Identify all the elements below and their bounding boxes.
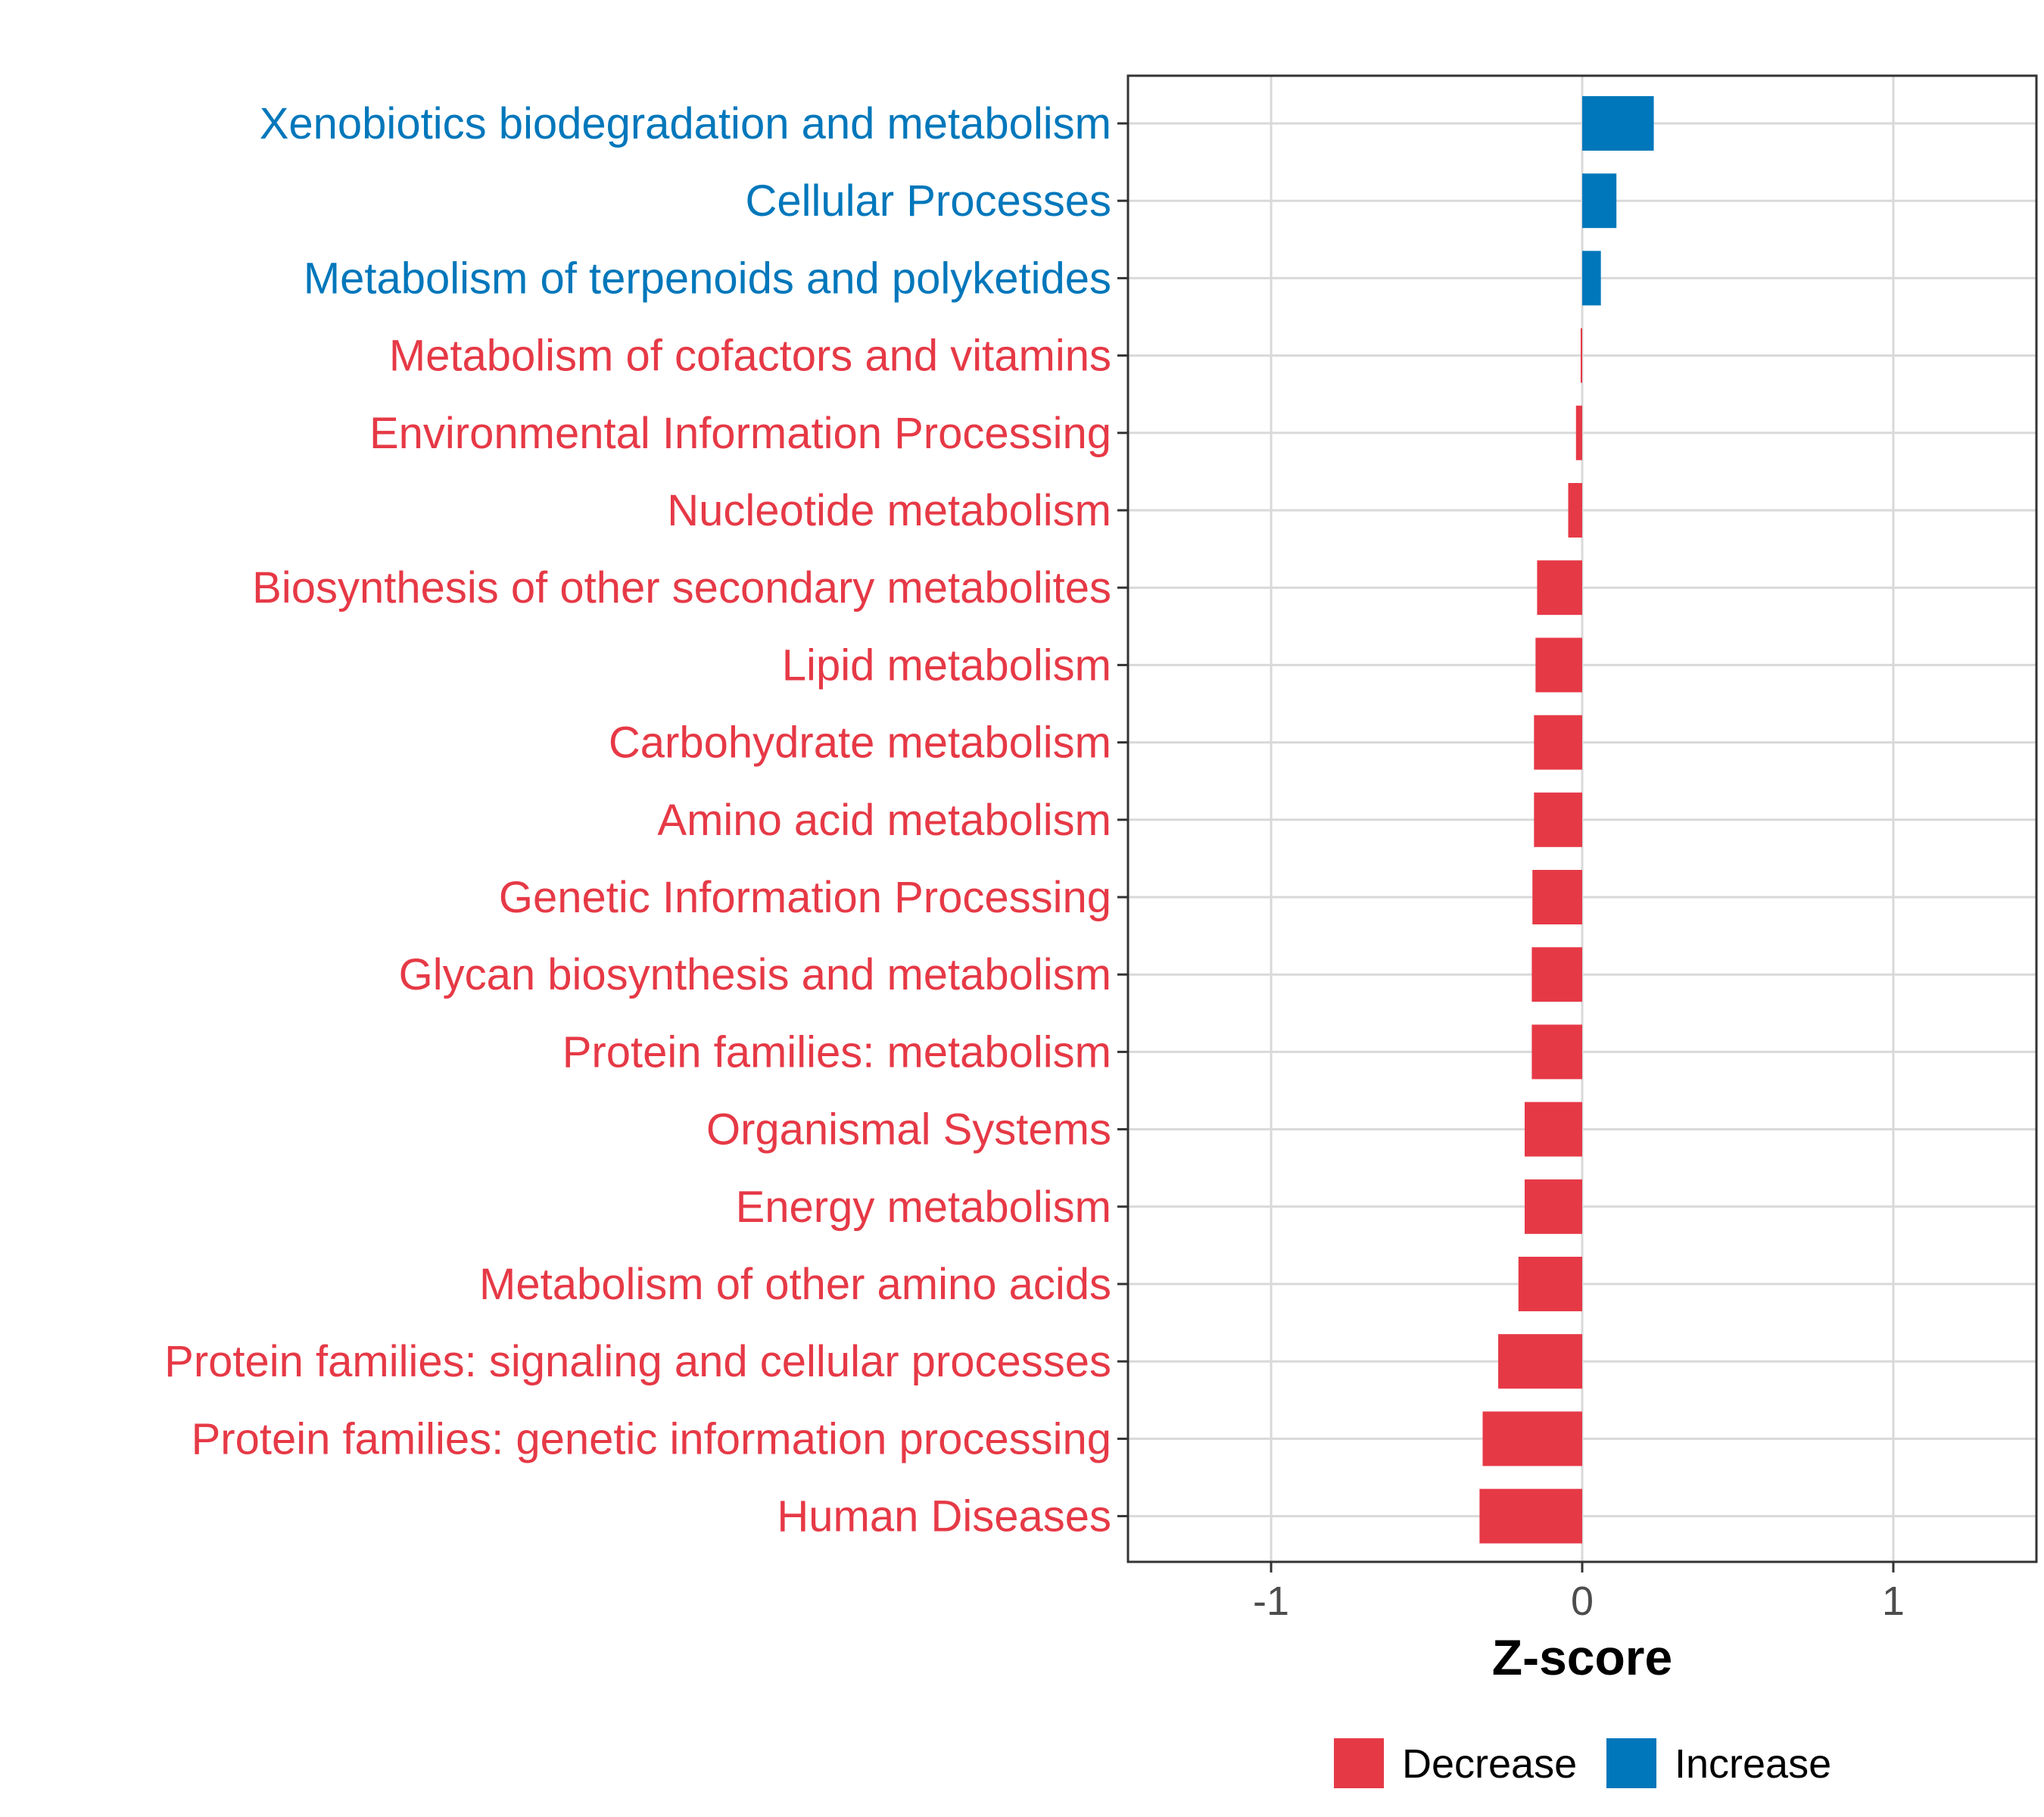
x-axis-title: Z-score xyxy=(1492,1629,1672,1685)
category-label: Human Diseases xyxy=(777,1492,1111,1541)
bar-5 xyxy=(1575,405,1582,460)
bar-16 xyxy=(1518,1257,1582,1311)
category-label: Metabolism of other amino acids xyxy=(479,1260,1111,1309)
bar-13 xyxy=(1531,1024,1582,1080)
category-label: Energy metabolism xyxy=(736,1183,1111,1232)
category-label: Genetic Information Processing xyxy=(499,873,1111,922)
bar-12 xyxy=(1531,947,1582,1002)
bar-11 xyxy=(1532,870,1582,924)
bars-layer xyxy=(1479,96,1654,1544)
bar-4 xyxy=(1580,328,1582,383)
bar-3 xyxy=(1582,251,1601,306)
x-tick-label: -1 xyxy=(1253,1579,1289,1624)
bar-8 xyxy=(1535,637,1582,693)
y-axis: Xenobiotics biodegradation and metabolis… xyxy=(164,99,1128,1541)
x-tick-label: 1 xyxy=(1882,1579,1905,1624)
legend-label-decrease: Decrease xyxy=(1402,1741,1577,1787)
bar-19 xyxy=(1479,1488,1582,1544)
bar-1 xyxy=(1582,96,1654,151)
bar-6 xyxy=(1568,483,1582,538)
category-label: Metabolism of terpenoids and polyketides xyxy=(304,254,1111,303)
bar-14 xyxy=(1524,1102,1582,1157)
bar-7 xyxy=(1537,560,1582,616)
category-label: Biosynthesis of other secondary metaboli… xyxy=(252,563,1111,612)
x-axis: -1 0 1 xyxy=(1253,1562,1905,1624)
category-label: Nucleotide metabolism xyxy=(667,486,1111,535)
bar-17 xyxy=(1498,1334,1582,1389)
category-label: Amino acid metabolism xyxy=(657,796,1111,845)
category-label: Protein families: metabolism xyxy=(562,1027,1111,1077)
category-label: Glycan biosynthesis and metabolism xyxy=(399,950,1111,999)
bar-10 xyxy=(1534,792,1582,847)
category-label: Metabolism of cofactors and vitamins xyxy=(389,332,1111,381)
bar-18 xyxy=(1482,1411,1582,1466)
category-label: Protein families: signaling and cellular… xyxy=(164,1337,1111,1386)
category-label: Cellular Processes xyxy=(745,176,1111,226)
legend-swatch-decrease xyxy=(1334,1738,1384,1788)
bar-15 xyxy=(1524,1179,1582,1234)
category-label: Organismal Systems xyxy=(706,1105,1111,1155)
bar-2 xyxy=(1582,173,1617,229)
category-label: Protein families: genetic information pr… xyxy=(192,1414,1111,1463)
bar-9 xyxy=(1534,715,1582,770)
x-tick-label: 0 xyxy=(1571,1579,1594,1624)
category-label: Lipid metabolism xyxy=(782,640,1111,690)
category-label: Carbohydrate metabolism xyxy=(609,718,1111,768)
legend-swatch-increase xyxy=(1606,1738,1656,1788)
category-label: Environmental Information Processing xyxy=(369,409,1111,458)
legend-label-increase: Increase xyxy=(1675,1741,1831,1787)
category-label: Xenobiotics biodegradation and metabolis… xyxy=(260,99,1111,148)
legend: Decrease Increase xyxy=(1334,1738,1831,1788)
